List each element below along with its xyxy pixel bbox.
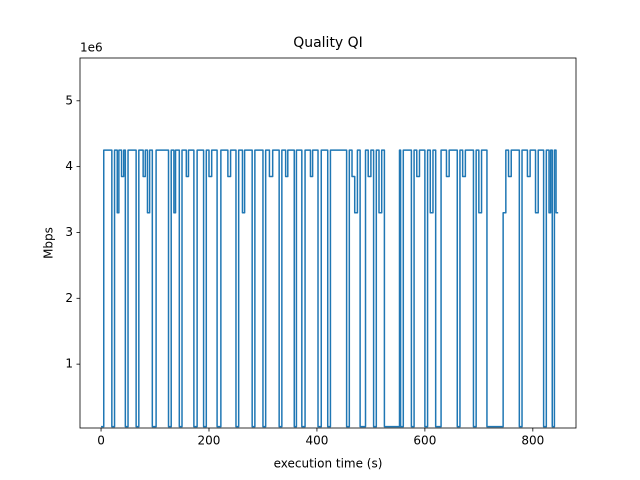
x-axis-label: execution time (s)	[274, 457, 383, 471]
chart-title: Quality QI	[293, 35, 363, 51]
y-tick-label: 3	[65, 225, 73, 239]
y-offset-label: 1e6	[80, 41, 103, 55]
axes-frame	[79, 57, 577, 429]
y-tick-label: 2	[65, 291, 73, 305]
y-tick-label: 4	[65, 159, 73, 173]
x-tick-label: 600	[413, 434, 436, 448]
x-tick-label: 800	[521, 434, 544, 448]
y-tick-label: 5	[65, 93, 73, 107]
y-axis-label: Mbps	[42, 227, 56, 259]
data-line	[101, 149, 559, 428]
x-tick-label: 0	[97, 434, 105, 448]
plot-area	[101, 149, 559, 428]
x-tick-label: 200	[198, 434, 221, 448]
y-tick-label: 1	[65, 357, 73, 371]
x-tick-label: 400	[305, 434, 328, 448]
